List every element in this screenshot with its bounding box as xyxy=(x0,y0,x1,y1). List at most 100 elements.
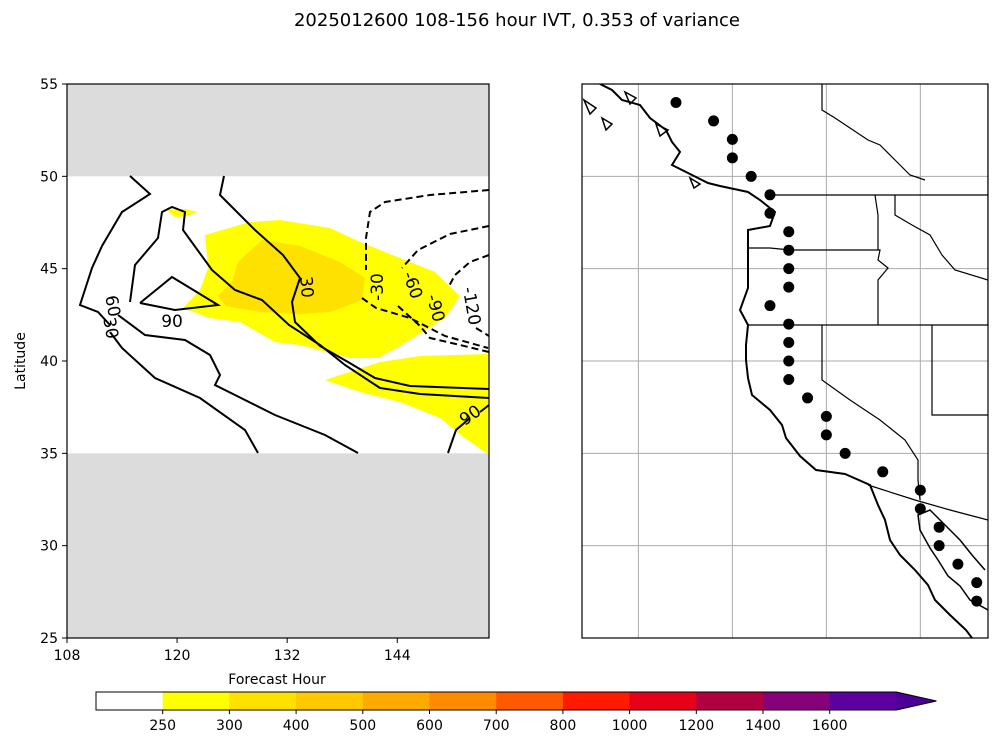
state-border xyxy=(821,325,921,501)
coastline-islands xyxy=(582,90,702,190)
station-marker xyxy=(990,614,1000,625)
colorbar-segment xyxy=(362,692,430,710)
station-marker xyxy=(745,170,757,182)
y-tick-label: 50 xyxy=(40,169,58,185)
colorbar-segment xyxy=(763,692,831,710)
ivt-fill-250 xyxy=(167,209,198,217)
x-tick-label: 132 xyxy=(274,648,301,664)
colorbar-segment xyxy=(829,692,897,710)
contour-line xyxy=(129,205,489,399)
station-marker xyxy=(783,373,795,385)
contour-label: 60 xyxy=(100,294,123,319)
contour-line xyxy=(401,225,489,269)
colorbar-segment xyxy=(696,692,764,710)
ivt-fill-300 xyxy=(218,240,365,314)
station-marker xyxy=(990,633,1000,644)
colorbar-segment xyxy=(96,692,164,710)
station-marker xyxy=(764,207,776,219)
station-marker xyxy=(670,96,682,108)
station-marker xyxy=(914,503,926,515)
station-map-panel xyxy=(581,83,1000,644)
state-border xyxy=(821,84,926,181)
colorbar-tick-label: 1000 xyxy=(612,718,648,734)
station-marker xyxy=(971,595,983,607)
colorbar-outline xyxy=(95,691,937,711)
contour-line xyxy=(361,297,489,349)
svg-text:90: 90 xyxy=(161,312,183,332)
masked-band xyxy=(67,84,489,177)
contour-line xyxy=(447,417,471,454)
station-marker xyxy=(783,263,795,275)
colorbar-tick-label: 250 xyxy=(149,718,176,734)
y-tick-label: 35 xyxy=(40,446,58,462)
station-marker xyxy=(783,318,795,330)
colorbar-segment xyxy=(229,692,297,710)
state-border xyxy=(931,325,988,416)
station-marker xyxy=(783,226,795,238)
contour-line xyxy=(397,305,489,353)
station-marker xyxy=(933,540,945,552)
station-marker xyxy=(764,189,776,201)
x-tick-label: 144 xyxy=(384,648,411,664)
y-tick-label: 30 xyxy=(40,539,58,555)
y-tick-label: 40 xyxy=(40,354,58,370)
contour-line xyxy=(447,254,489,289)
colorbar-tick-label: 400 xyxy=(283,718,310,734)
colorbar-tick-label: 1200 xyxy=(678,718,714,734)
plot-frame xyxy=(66,83,490,639)
x-tick-label: 120 xyxy=(164,648,191,664)
svg-text:30: 30 xyxy=(295,275,317,298)
colorbar-extend-arrow xyxy=(896,692,937,710)
colorbar-tick-label: 300 xyxy=(216,718,243,734)
colorbar-tick-label: 800 xyxy=(550,718,577,734)
contour-line xyxy=(479,404,489,413)
colorbar-tick-label: 600 xyxy=(416,718,443,734)
colorbar-segment xyxy=(562,692,631,710)
contour-line xyxy=(365,189,489,270)
svg-text:60: 60 xyxy=(100,294,123,319)
y-tick-label: 25 xyxy=(40,631,58,647)
contour-label: 30 xyxy=(295,275,317,298)
station-marker xyxy=(802,392,814,404)
contour-line xyxy=(117,314,359,454)
station-marker xyxy=(783,337,795,349)
station-marker xyxy=(933,521,945,533)
station-marker xyxy=(914,484,926,496)
contour-line xyxy=(475,327,489,337)
station-marker xyxy=(783,281,795,293)
colorbar: 250 300 400 500 600 700 800 1000 1200 1400 1600 xyxy=(95,691,937,734)
colorbar-segment xyxy=(162,692,230,710)
contour-label: -30 xyxy=(368,273,388,301)
colorbar-segment xyxy=(496,692,564,710)
state-border xyxy=(894,195,988,281)
state-border xyxy=(748,247,889,325)
colorbar-segment xyxy=(629,692,697,710)
station-marker xyxy=(877,466,889,478)
colorbar-tick-label: 700 xyxy=(483,718,510,734)
station-marker xyxy=(839,447,851,459)
state-border xyxy=(874,194,879,250)
x-tick-label: 108 xyxy=(54,648,81,664)
colorbar-tick-label: 500 xyxy=(349,718,376,734)
contour-label: 90 xyxy=(161,312,183,332)
station-marker xyxy=(708,115,720,127)
contour-line xyxy=(139,275,222,312)
contour-line xyxy=(78,175,152,326)
contour-line xyxy=(218,175,489,390)
left-axes: 108 120 132 144 25 30 35 40 45 50 55 Forecast Hour L… xyxy=(13,77,411,688)
chart-title: 2025012600 108-156 hour IVT, 0.353 of va… xyxy=(294,10,740,31)
coastline-gulf xyxy=(917,509,988,611)
masked-band xyxy=(67,453,489,638)
contour-line xyxy=(109,331,259,454)
y-tick-label: 45 xyxy=(40,262,58,278)
map-frame xyxy=(581,83,989,639)
station-marker xyxy=(726,152,738,164)
station-marker xyxy=(726,133,738,145)
station-markers xyxy=(670,96,1000,644)
y-tick-label: 55 xyxy=(40,77,58,93)
station-marker xyxy=(820,410,832,422)
svg-text:30: 30 xyxy=(98,316,121,341)
ivt-fill xyxy=(167,209,489,455)
station-marker xyxy=(783,355,795,367)
